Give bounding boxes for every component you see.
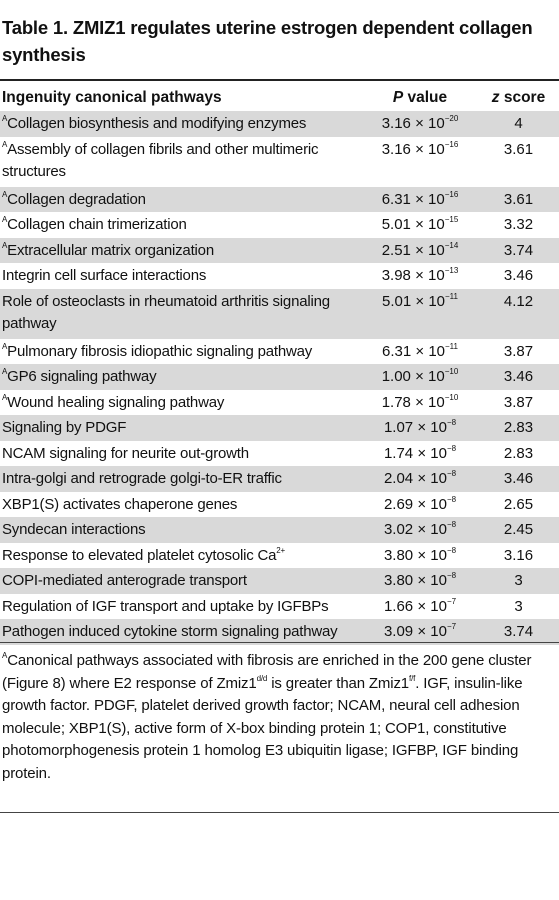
table-title: Table 1. ZMIZ1 regulates uterine estroge… bbox=[2, 17, 533, 65]
z-score: 3 bbox=[514, 597, 523, 615]
pathway-name: AExtracellular matrix organization bbox=[2, 240, 214, 259]
z-score: 3.74 bbox=[503, 623, 534, 640]
z-score: 2.83 bbox=[503, 444, 534, 462]
z-score: 3.32 bbox=[503, 216, 534, 233]
p-value: 2.69 × 10−8 bbox=[383, 494, 457, 513]
table-row: Intra-golgi and retrograde golgi-to-ER t… bbox=[0, 466, 559, 492]
pathway-name: ACollagen chain trimerization bbox=[2, 215, 187, 233]
p-value: 6.31 × 10−16 bbox=[381, 189, 459, 208]
z-score: 3.74 bbox=[503, 241, 534, 259]
pathway-name: ACollagen degradation bbox=[2, 189, 146, 208]
z-score: 2.65 bbox=[503, 495, 534, 513]
pathway-name: Intra-golgi and retrograde golgi-to-ER t… bbox=[2, 470, 282, 487]
pathway-name: Integrin cell surface interactions bbox=[2, 267, 207, 284]
table-row: ACollagen biosynthesis and modifying enz… bbox=[0, 111, 559, 137]
p-value: 3.80 × 10−8 bbox=[383, 571, 457, 589]
z-score: 3 bbox=[514, 572, 523, 589]
table-row: AExtracellular matrix organization 2.51 ×… bbox=[0, 237, 559, 263]
table-row: APulmonary fibrosis idiopathic signaling… bbox=[0, 339, 559, 365]
header-p-value: P value bbox=[392, 89, 448, 106]
table-row: COPI-mediated anterograde transport 3.80 … bbox=[0, 568, 559, 594]
p-value: 1.74 × 10−8 bbox=[383, 443, 457, 462]
p-value: 1.07 × 10−8 bbox=[383, 418, 457, 436]
pathway-name: Signaling by PDGF bbox=[2, 419, 127, 436]
z-score: 3.46 bbox=[503, 267, 534, 284]
p-value: 5.01 × 10−15 bbox=[381, 215, 459, 233]
pathway-name: AAssembly of collagen fibrils and other … bbox=[2, 139, 319, 180]
table-body: ACollagen biosynthesis and modifying enz… bbox=[0, 111, 559, 645]
p-value: 3.16 × 10−20 bbox=[381, 114, 459, 132]
table-bottom-rule bbox=[0, 642, 559, 643]
top-rule bbox=[0, 79, 559, 81]
pathway-name: NCAM signaling for neurite out-growth bbox=[2, 444, 249, 462]
table-row: ACollagen degradation 6.31 × 10−16 3.61 bbox=[0, 186, 559, 212]
pathway-name: APulmonary fibrosis idiopathic signaling… bbox=[2, 341, 313, 360]
header-z-score: z score bbox=[491, 89, 546, 106]
table-row: Integrin cell surface interactions 3.98 ×… bbox=[0, 263, 559, 289]
table-header: Ingenuity canonical pathways P value z s… bbox=[0, 86, 559, 111]
z-score: 3.46 bbox=[503, 470, 534, 487]
z-score: 2.45 bbox=[503, 521, 534, 538]
z-score: 2.83 bbox=[503, 419, 534, 436]
table-row: Syndecan interactions 3.02 × 10−8 2.45 bbox=[0, 517, 559, 543]
pathway-name: Regulation of IGF transport and uptake b… bbox=[2, 597, 329, 615]
table-row: NCAM signaling for neurite out-growth 1.7… bbox=[0, 441, 559, 467]
pathway-name: Pathogen induced cytokine storm signalin… bbox=[2, 623, 338, 640]
p-value: 3.98 × 10−13 bbox=[381, 266, 459, 284]
p-value: 3.02 × 10−8 bbox=[383, 520, 457, 538]
pathway-name: Role of osteoclasts in rheumatoid arthri… bbox=[2, 292, 330, 332]
z-score: 3.61 bbox=[503, 140, 534, 158]
z-score: 4 bbox=[514, 115, 523, 132]
table-footnote: ACanonical pathways associated with fibr… bbox=[2, 651, 532, 782]
pathway-name: Syndecan interactions bbox=[2, 521, 146, 538]
p-value: 2.51 × 10−14 bbox=[381, 240, 459, 259]
z-score: 4.12 bbox=[503, 292, 534, 310]
table-row: Role of osteoclasts in rheumatoid arthri… bbox=[0, 288, 559, 339]
z-score: 3.87 bbox=[503, 393, 534, 411]
p-value: 3.16 × 10−16 bbox=[381, 139, 459, 158]
pathway-name: ACollagen biosynthesis and modifying enz… bbox=[2, 114, 307, 132]
table-row: AGP6 signaling pathway 1.00 × 10−10 3.46 bbox=[0, 364, 559, 390]
header-pathways: Ingenuity canonical pathways bbox=[2, 89, 222, 106]
table-row: Pathogen induced cytokine storm signalin… bbox=[0, 619, 559, 645]
p-value: 3.09 × 10−7 bbox=[383, 622, 457, 640]
p-value: 1.00 × 10−10 bbox=[381, 367, 459, 385]
pathway-name: COPI-mediated anterograde transport bbox=[2, 572, 247, 589]
pathway-name: Response to elevated platelet cytosolic … bbox=[2, 545, 285, 564]
pathway-name: AWound healing signaling pathway bbox=[2, 392, 225, 411]
p-value: 1.78 × 10−10 bbox=[381, 392, 459, 411]
p-value: 6.31 × 10−11 bbox=[382, 341, 458, 360]
z-score: 3.46 bbox=[503, 368, 534, 385]
footnote-rule bbox=[0, 812, 559, 813]
pathway-name: XBP1(S) activates chaperone genes bbox=[2, 495, 238, 513]
table-row: AWound healing signaling pathway 1.78 × 1… bbox=[0, 390, 559, 416]
table-row: ACollagen chain trimerization 5.01 × 10−1… bbox=[0, 212, 559, 238]
z-score: 3.61 bbox=[503, 190, 534, 208]
p-value: 5.01 × 10−11 bbox=[382, 291, 458, 310]
table-row: XBP1(S) activates chaperone genes 2.69 × … bbox=[0, 492, 559, 518]
table-row: Response to elevated platelet cytosolic … bbox=[0, 543, 559, 569]
z-score: 3.16 bbox=[503, 546, 534, 564]
pathway-name: AGP6 signaling pathway bbox=[2, 367, 157, 385]
table-row: Regulation of IGF transport and uptake b… bbox=[0, 594, 559, 620]
p-value: 2.04 × 10−8 bbox=[383, 469, 457, 487]
p-value: 1.66 × 10−7 bbox=[383, 596, 457, 615]
table-row: AAssembly of collagen fibrils and other … bbox=[0, 137, 559, 187]
table-row: Signaling by PDGF 1.07 × 10−8 2.83 bbox=[0, 415, 559, 441]
z-score: 3.87 bbox=[503, 342, 534, 360]
p-value: 3.80 × 10−8 bbox=[383, 545, 457, 564]
